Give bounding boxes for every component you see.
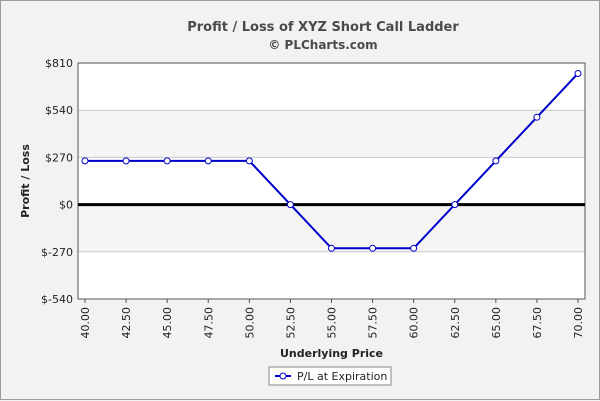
- plot-band: [78, 204, 585, 252]
- x-tick-label: 47.50: [202, 307, 215, 339]
- x-tick-label: 45.00: [161, 307, 174, 339]
- plot-band: [78, 251, 585, 299]
- x-tick-label: 52.50: [284, 307, 297, 339]
- data-point: [204, 157, 212, 165]
- chart-subtitle: © PLCharts.com: [268, 38, 377, 52]
- x-tick-label: 65.00: [490, 307, 503, 339]
- x-tick-label: 60.00: [408, 307, 421, 339]
- data-point: [410, 244, 418, 252]
- y-tick-label: $540: [45, 104, 73, 117]
- data-point: [245, 157, 253, 165]
- x-tick-label: 40.00: [79, 307, 92, 339]
- y-tick-label: $270: [45, 151, 73, 164]
- legend-box: [268, 366, 392, 386]
- x-tick-label: 67.50: [531, 307, 544, 339]
- data-point: [369, 244, 377, 252]
- x-tick-label: 62.50: [449, 307, 462, 339]
- y-axis-label: Profit / Loss: [19, 144, 32, 218]
- legend-label: P/L at Expiration: [297, 370, 387, 383]
- x-axis-ticks: 40.00 42.50 45.00 47.50 50.00 52.50 55.00 57.50…: [79, 299, 585, 339]
- x-tick-label: 70.00: [572, 307, 585, 339]
- data-point: [81, 157, 89, 165]
- plot-bands: [78, 63, 585, 299]
- x-axis-label: Underlying Price: [280, 347, 383, 360]
- series-group: [81, 69, 582, 252]
- legend: P/L at Expiration: [268, 366, 392, 386]
- y-tick-label: $0: [59, 199, 73, 212]
- data-point: [163, 157, 171, 165]
- data-point: [328, 244, 335, 252]
- x-tick-label: 57.50: [367, 307, 380, 339]
- x-tick-label: 50.00: [243, 307, 256, 339]
- legend-swatch-marker: [279, 372, 287, 380]
- plot-band: [78, 110, 585, 158]
- y-tick-label: $-540: [41, 293, 73, 306]
- data-point: [533, 113, 541, 121]
- data-point: [451, 201, 459, 209]
- chart-title: Profit / Loss of XYZ Short Call Ladder: [187, 20, 459, 35]
- plot-band: [78, 63, 585, 111]
- y-tick-label: $810: [45, 57, 73, 70]
- data-point: [122, 157, 130, 165]
- x-tick-label: 42.50: [120, 307, 133, 339]
- data-point: [574, 69, 582, 77]
- data-point: [286, 201, 294, 209]
- y-axis-ticks: $-540 $-270 $0 $270 $540 $810: [41, 57, 73, 306]
- y-tick-label: $-270: [41, 246, 73, 259]
- x-tick-label: 55.00: [326, 307, 339, 339]
- data-point: [492, 157, 500, 165]
- plot-band: [78, 157, 585, 205]
